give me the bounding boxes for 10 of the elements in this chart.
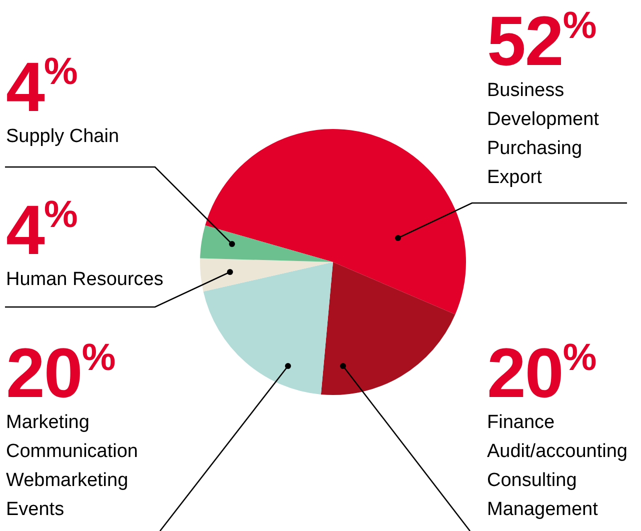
- slice-label: Marketing Communication Webmarketing Events: [6, 411, 138, 522]
- data-label: 20%: [487, 334, 597, 412]
- data-label: 4%: [6, 191, 78, 269]
- data-label: 52%: [487, 2, 597, 80]
- slice-label: Supply Chain: [6, 125, 120, 149]
- slice-label: Business Development Purchasing Export: [487, 79, 599, 190]
- data-label: 20%: [6, 334, 116, 412]
- slice-label: Human Resources: [6, 268, 164, 292]
- data-label: 4%: [6, 48, 78, 126]
- slice-label: Finance Audit/accounting Consulting Management: [487, 411, 628, 522]
